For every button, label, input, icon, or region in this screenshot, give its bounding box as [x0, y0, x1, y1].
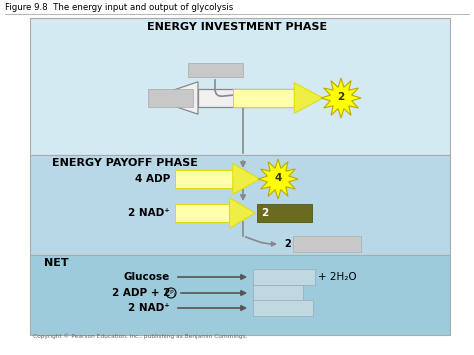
FancyBboxPatch shape: [30, 255, 450, 335]
Text: i: i: [173, 293, 175, 297]
Polygon shape: [294, 83, 323, 113]
FancyBboxPatch shape: [198, 89, 300, 107]
Text: 4: 4: [274, 173, 282, 183]
Text: Copyright © Pearson Education, Inc., publishing as Benjamin Cummings.: Copyright © Pearson Education, Inc., pub…: [33, 333, 247, 339]
FancyBboxPatch shape: [30, 155, 450, 255]
FancyBboxPatch shape: [188, 63, 243, 77]
FancyBboxPatch shape: [30, 18, 450, 155]
Text: NET: NET: [44, 258, 69, 268]
FancyBboxPatch shape: [253, 285, 303, 301]
Text: 2: 2: [261, 208, 268, 218]
Text: 2 NAD⁺: 2 NAD⁺: [128, 208, 170, 218]
Text: 2 NAD⁺: 2 NAD⁺: [128, 303, 170, 313]
FancyBboxPatch shape: [253, 269, 315, 285]
FancyBboxPatch shape: [175, 204, 229, 222]
Polygon shape: [150, 82, 198, 114]
Polygon shape: [321, 78, 361, 118]
FancyArrowPatch shape: [246, 237, 275, 246]
Text: ENERGY INVESTMENT PHASE: ENERGY INVESTMENT PHASE: [147, 22, 327, 32]
FancyBboxPatch shape: [257, 204, 312, 222]
FancyArrowPatch shape: [215, 80, 238, 97]
FancyBboxPatch shape: [233, 89, 294, 107]
Text: + 2H₂O: + 2H₂O: [318, 272, 356, 282]
Text: Glucose: Glucose: [124, 272, 170, 282]
Polygon shape: [233, 164, 260, 194]
Text: 2: 2: [337, 92, 345, 102]
Polygon shape: [229, 198, 255, 228]
FancyBboxPatch shape: [253, 300, 313, 316]
Text: Figure 9.8  The energy input and output of glycolysis: Figure 9.8 The energy input and output o…: [5, 3, 233, 12]
FancyBboxPatch shape: [148, 89, 193, 107]
FancyBboxPatch shape: [293, 236, 361, 252]
Text: 2: 2: [284, 239, 291, 249]
Text: 4 ADP: 4 ADP: [135, 174, 170, 184]
Polygon shape: [258, 159, 298, 199]
Text: P: P: [169, 290, 173, 295]
Text: ENERGY PAYOFF PHASE: ENERGY PAYOFF PHASE: [52, 158, 198, 168]
Text: 2 ADP + 2: 2 ADP + 2: [111, 288, 170, 298]
FancyBboxPatch shape: [175, 170, 233, 188]
